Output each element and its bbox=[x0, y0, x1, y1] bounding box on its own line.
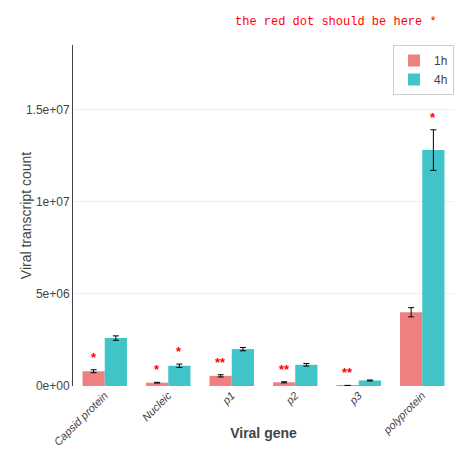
svg-text:Capsid protein: Capsid protein bbox=[51, 389, 110, 448]
svg-text:4h: 4h bbox=[434, 73, 447, 87]
svg-text:5e+06: 5e+06 bbox=[36, 287, 70, 301]
svg-text:p2: p2 bbox=[283, 389, 301, 407]
svg-text:p3: p3 bbox=[346, 389, 364, 407]
svg-text:0e+00: 0e+00 bbox=[36, 379, 70, 393]
svg-text:**: ** bbox=[279, 362, 290, 377]
svg-text:*: * bbox=[91, 350, 97, 365]
svg-text:p1: p1 bbox=[219, 389, 237, 407]
svg-text:Viral gene: Viral gene bbox=[230, 425, 297, 441]
svg-text:1e+07: 1e+07 bbox=[36, 195, 70, 209]
svg-text:Viral transcript count: Viral transcript count bbox=[18, 152, 34, 279]
svg-text:1.5e+07: 1.5e+07 bbox=[26, 103, 70, 117]
svg-text:*: * bbox=[430, 110, 436, 125]
svg-text:**: ** bbox=[342, 365, 353, 380]
svg-text:*: * bbox=[176, 344, 182, 359]
svg-text:the red dot should be here *: the red dot should be here * bbox=[235, 15, 437, 29]
svg-text:Nucleic: Nucleic bbox=[140, 389, 174, 423]
svg-text:*: * bbox=[154, 362, 160, 377]
svg-text:polyprotein: polyprotein bbox=[380, 389, 427, 436]
svg-text:1h: 1h bbox=[434, 54, 447, 68]
svg-text:**: ** bbox=[215, 355, 226, 370]
